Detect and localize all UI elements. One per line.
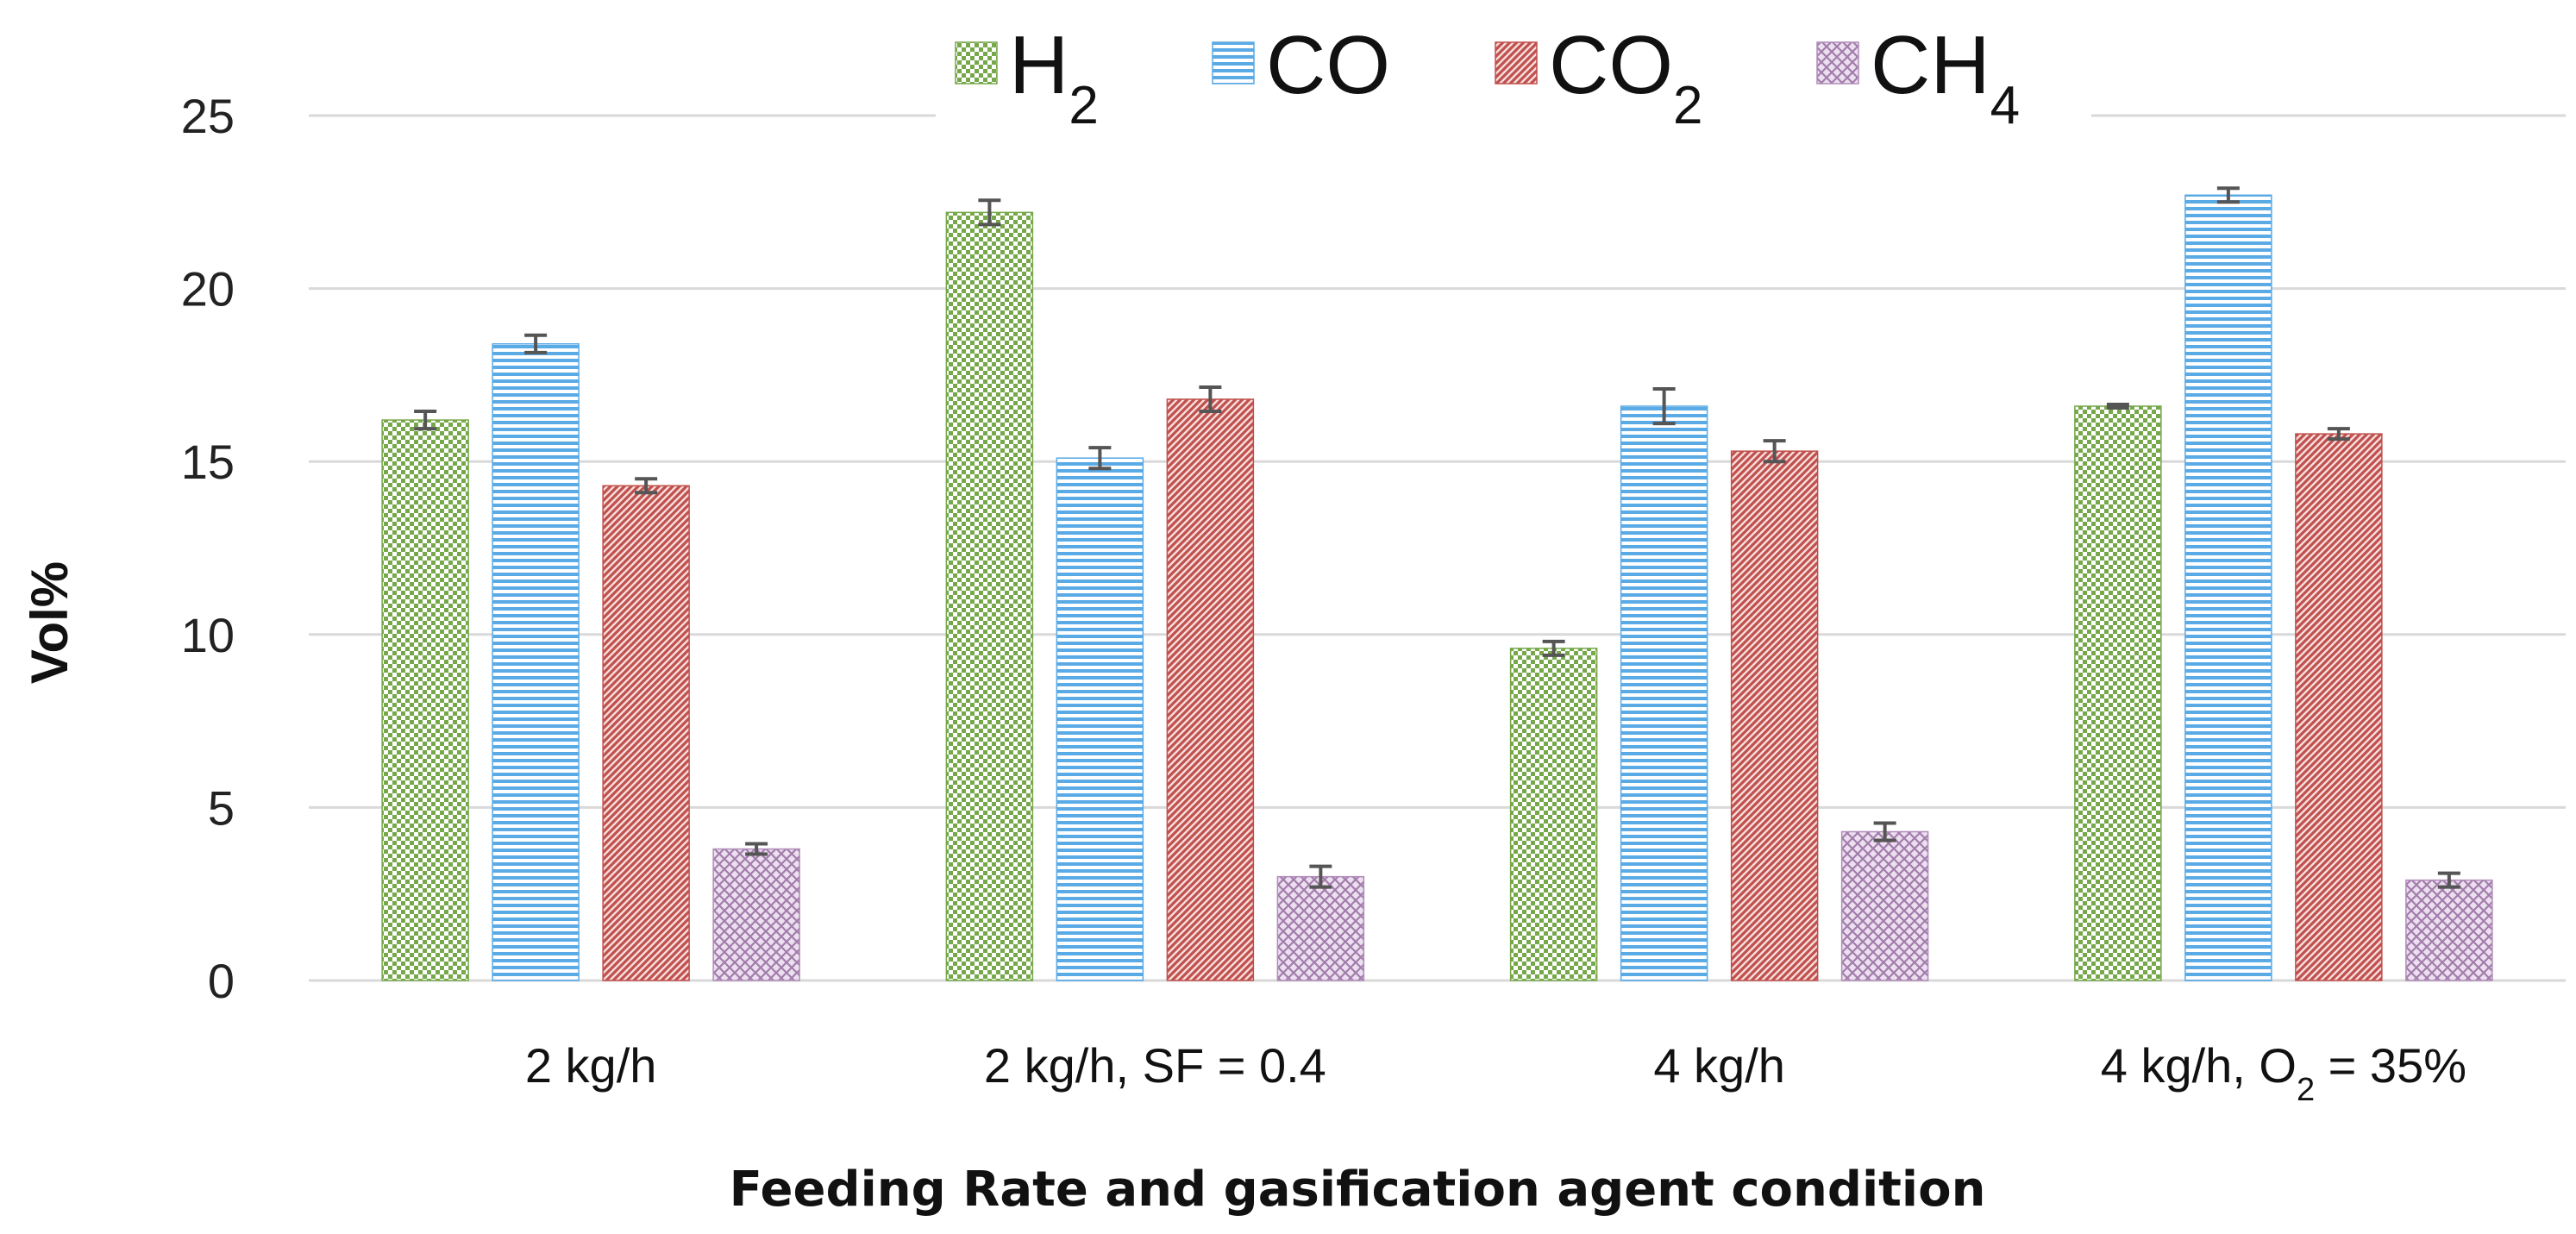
legend-label: CO (1266, 19, 1390, 111)
bar (492, 343, 580, 981)
error-bar (2216, 186, 2240, 204)
legend-swatch (1495, 41, 1538, 85)
bar (712, 848, 800, 981)
bar (381, 419, 469, 981)
y-axis-ticks: 0 5 10 15 20 25 (181, 89, 235, 1008)
bar (1509, 648, 1598, 981)
bar (1276, 875, 1365, 981)
error-bar (2106, 403, 2129, 410)
y-tick-label: 15 (181, 435, 235, 489)
bar (1166, 398, 1255, 981)
error-bar (1763, 439, 1786, 464)
y-tick-label: 20 (181, 262, 235, 316)
x-category-label: 2 kg/h (525, 1038, 657, 1093)
x-axis-label: Feeding Rate and gasification agent cond… (730, 1162, 1986, 1218)
error-bars (414, 186, 2460, 889)
error-bar (1873, 821, 1896, 843)
error-bar (635, 477, 658, 495)
x-axis-categories: 2 kg/h 2 kg/h, SF = 0.4 4 kg/h 4 kg/h, O2 =… (525, 1038, 2466, 1108)
legend-swatch (1816, 41, 1859, 85)
error-bar (1088, 446, 1112, 471)
y-tick-label: 25 (181, 89, 235, 143)
error-bar (1199, 385, 1222, 414)
x-category-label: 4 kg/h (1653, 1038, 1785, 1093)
x-category-label: 2 kg/h, SF = 0.4 (984, 1038, 1326, 1093)
error-bar (2437, 871, 2460, 889)
legend-item: CO2 (1495, 19, 1702, 135)
legend-item: CO (1212, 19, 1390, 111)
bar (2184, 194, 2272, 981)
error-bar (1652, 386, 1676, 426)
bar (2074, 405, 2162, 981)
bars (381, 194, 2493, 981)
y-axis-label: Vol% (21, 561, 78, 684)
legend-item: CH4 (1816, 19, 2020, 135)
y-tick-label: 10 (181, 608, 235, 662)
bar (602, 485, 690, 981)
bar (2405, 879, 2493, 981)
error-bar (745, 842, 768, 856)
error-bar (2327, 427, 2350, 442)
legend-swatch (955, 41, 998, 85)
bar (1840, 830, 1929, 981)
bar (1620, 405, 1708, 981)
legend-label: CH4 (1871, 19, 2020, 135)
legend: H2 CO CO2 CH4 (955, 19, 2020, 135)
error-bar (1309, 864, 1332, 889)
bar (1730, 450, 1819, 981)
bar (945, 211, 1034, 981)
error-bar (1542, 639, 1565, 657)
bar (2295, 433, 2383, 981)
error-bar (524, 333, 548, 354)
legend-item: H2 (955, 19, 1099, 135)
bar (1056, 457, 1144, 981)
x-category-label: 4 kg/h, O2 = 35% (2101, 1038, 2466, 1108)
y-tick-label: 5 (208, 780, 235, 835)
y-tick-label: 0 (208, 954, 235, 1008)
error-bar (414, 410, 437, 431)
legend-label: CO2 (1549, 19, 1702, 135)
error-bar (978, 198, 1001, 227)
legend-swatch (1212, 41, 1255, 85)
legend-label: H2 (1009, 19, 1099, 135)
